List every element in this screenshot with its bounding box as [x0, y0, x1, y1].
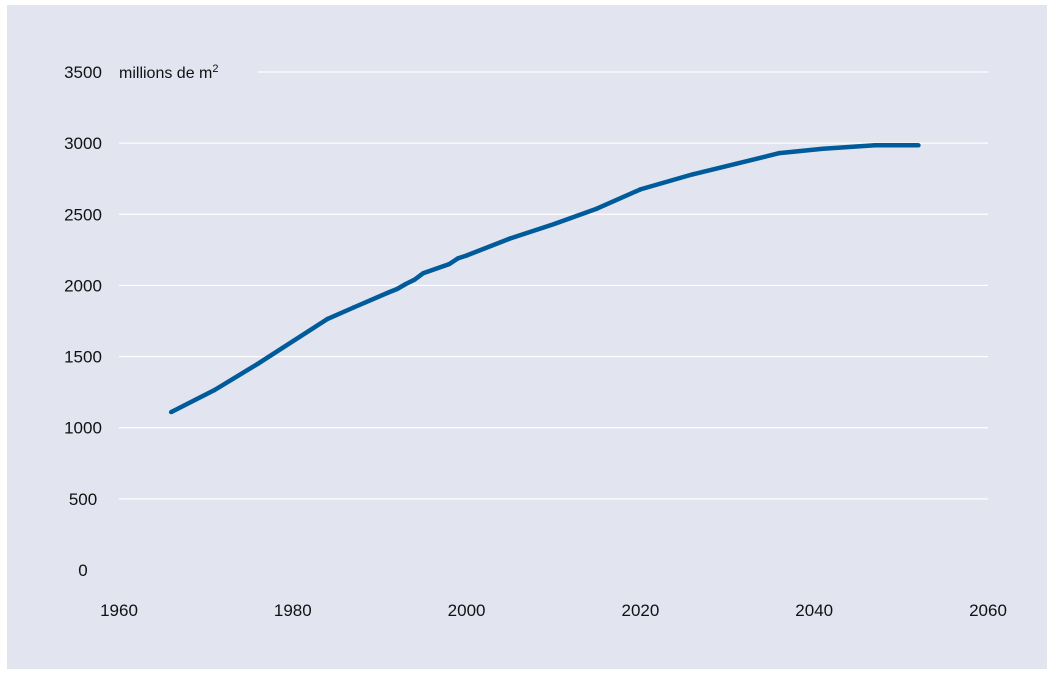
data-point: [551, 222, 556, 227]
x-tick-label: 1960: [100, 601, 138, 620]
data-point: [733, 161, 739, 166]
data-point: [412, 277, 417, 282]
data-point: [403, 281, 408, 287]
data-point: [420, 271, 426, 276]
data-point: [507, 236, 513, 241]
y-tick-label: 500: [69, 490, 97, 509]
data-point: [594, 206, 600, 211]
data-point: [777, 150, 782, 156]
x-tick-label: 1980: [274, 601, 312, 620]
y-tick-label: 1000: [64, 419, 102, 438]
unit-label-superscript: 2: [212, 63, 218, 75]
x-tick-label: 2040: [795, 601, 833, 620]
data-point: [386, 290, 391, 295]
x-tick-label: 2000: [448, 601, 486, 620]
y-tick-label: 1500: [64, 348, 102, 367]
data-point: [394, 286, 400, 292]
y-tick-label: 3000: [64, 134, 102, 153]
x-tick-label: 2060: [969, 601, 1007, 620]
data-point: [168, 409, 174, 415]
data-point: [638, 187, 643, 192]
data-point: [464, 253, 469, 258]
series-line-0: [170, 143, 919, 415]
data-point: [351, 305, 356, 310]
chart-panel: [7, 5, 1047, 669]
data-point: [325, 316, 330, 322]
data-point: [447, 261, 452, 267]
data-point: [255, 361, 261, 366]
unit-label-text: millions de m: [119, 65, 212, 82]
x-tick-label: 2020: [621, 601, 659, 620]
data-point: [820, 146, 826, 152]
y-tick-label: 3500: [64, 63, 102, 82]
y-tick-label: 0: [78, 561, 87, 580]
y-unit-label: millions de m2: [119, 63, 218, 82]
data-point: [212, 387, 217, 393]
data-point: [916, 143, 921, 148]
y-tick-label: 2000: [64, 276, 102, 295]
y-tick-label: 2500: [64, 205, 102, 224]
data-point: [455, 256, 461, 261]
data-point: [690, 172, 695, 177]
data-point: [872, 143, 878, 148]
